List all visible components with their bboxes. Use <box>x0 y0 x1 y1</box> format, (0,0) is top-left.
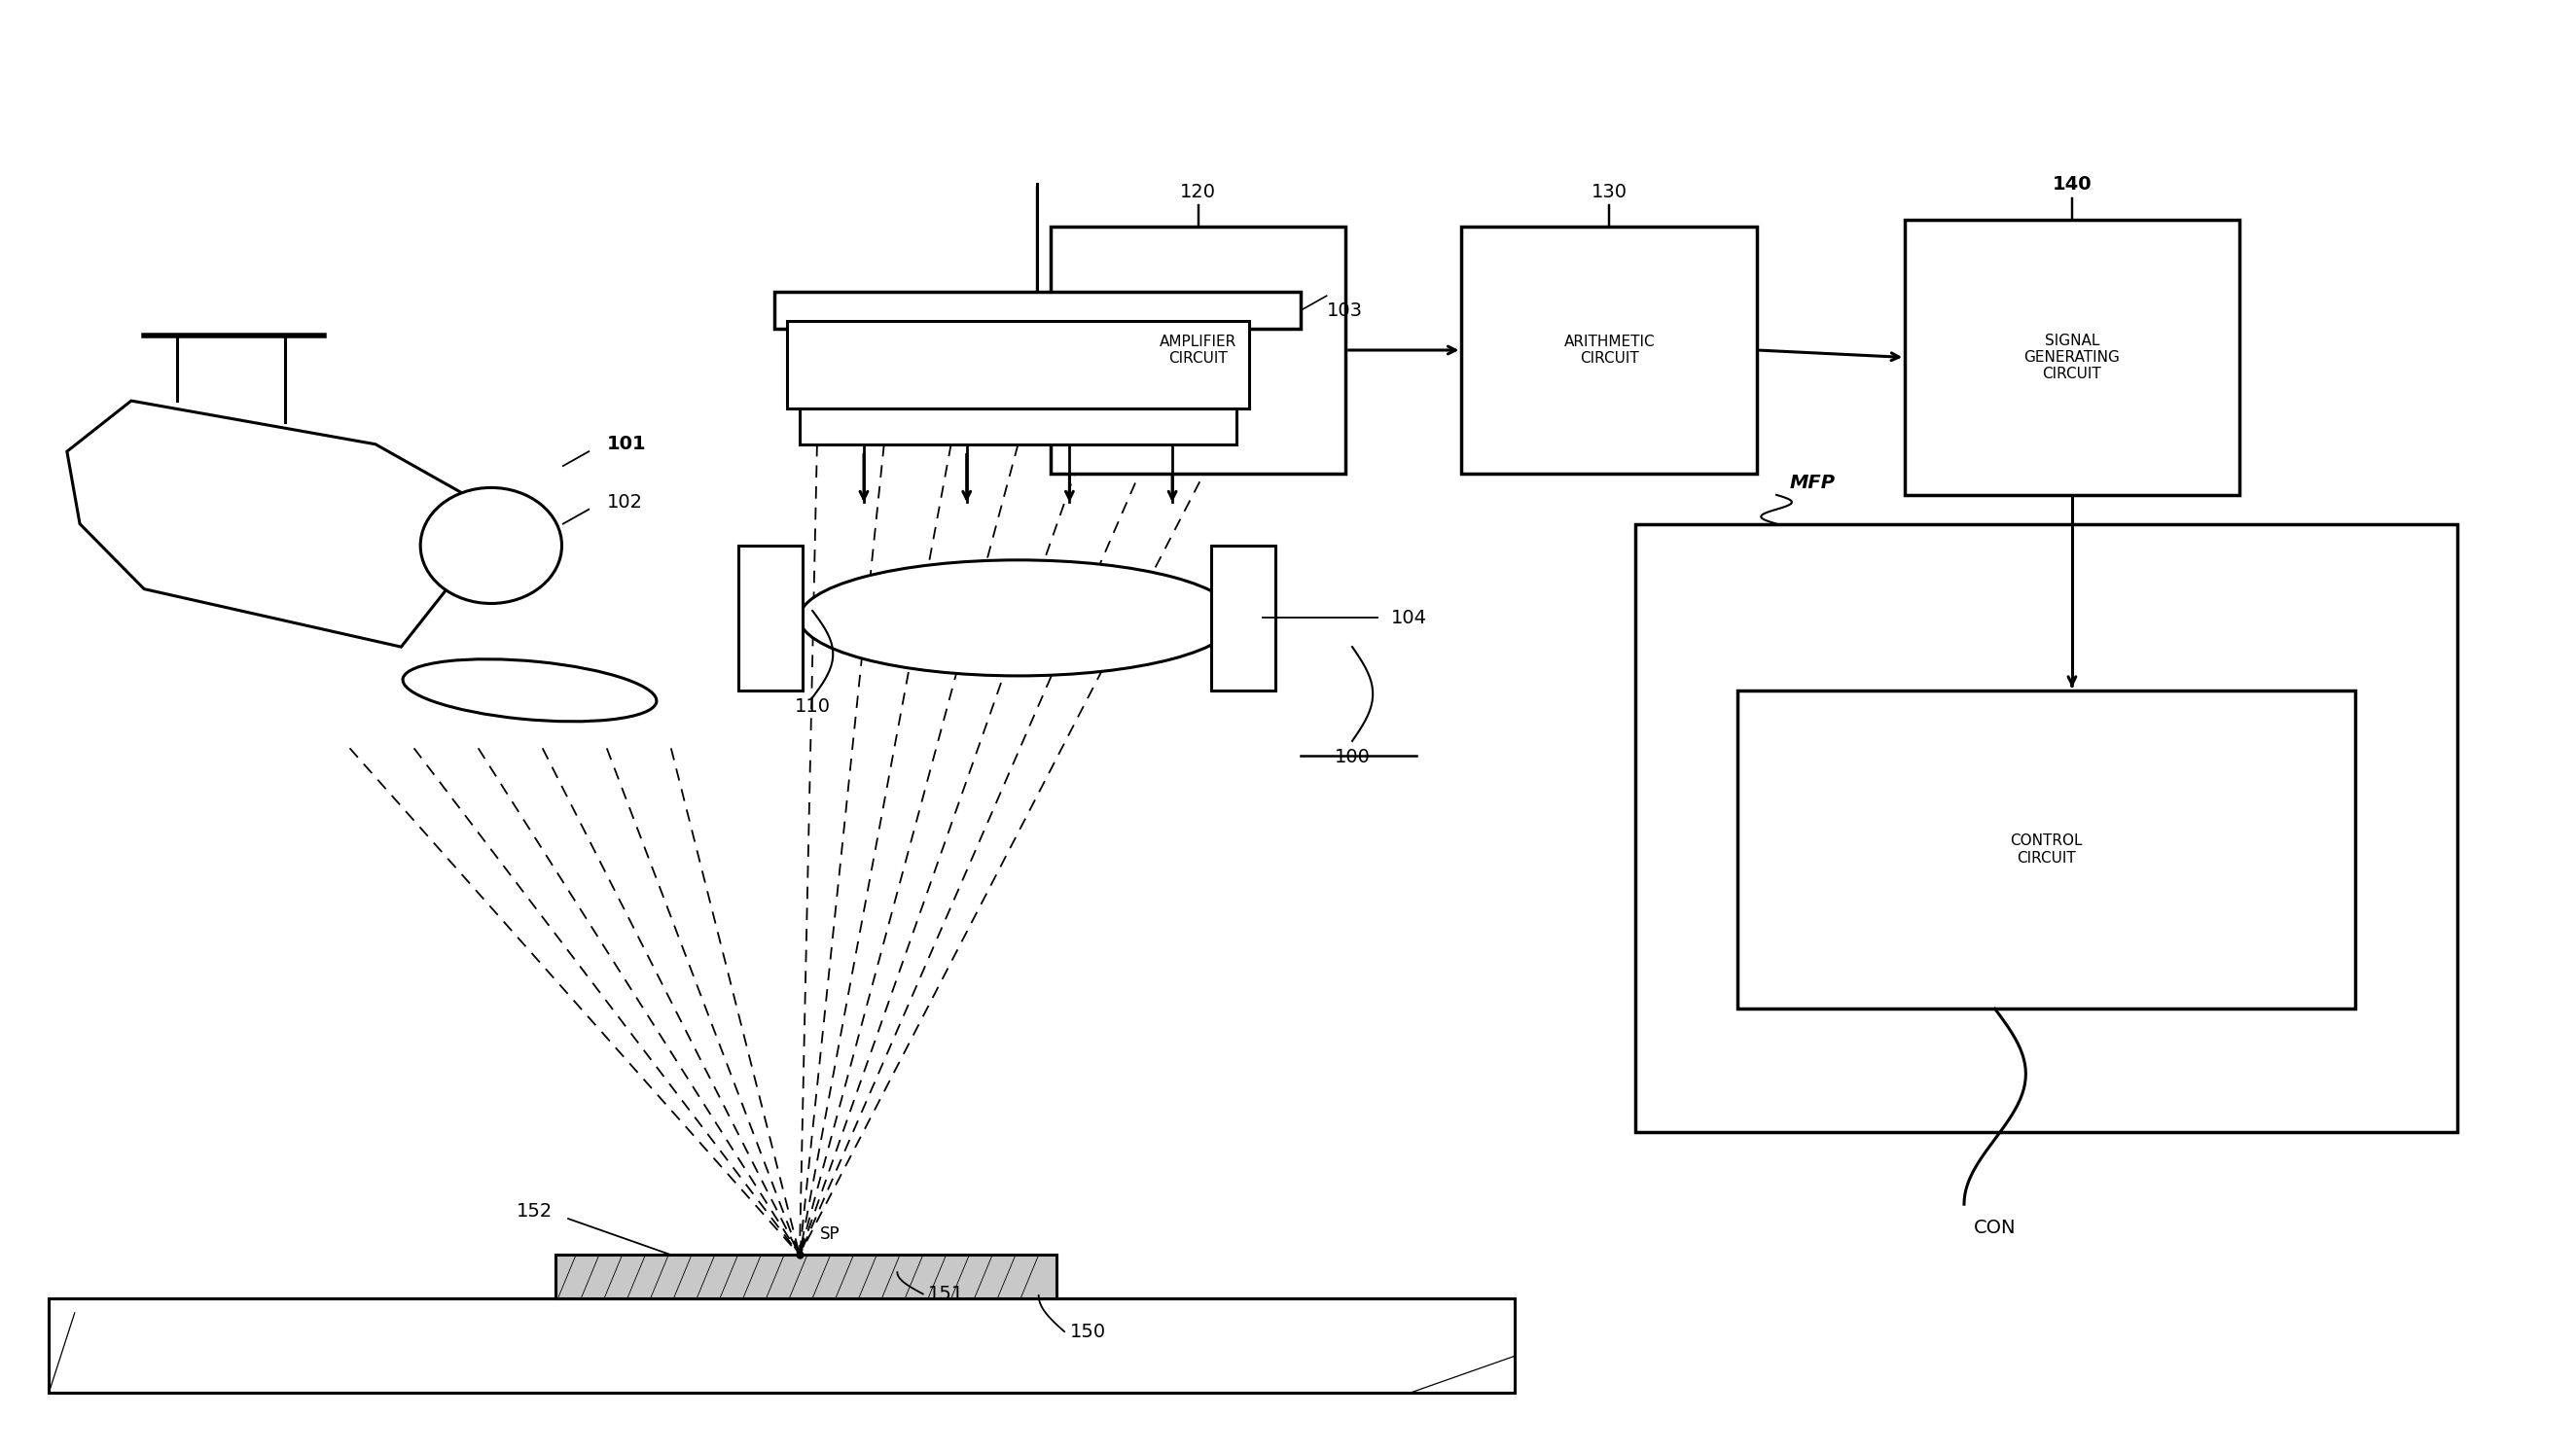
Bar <box>49 1299 1515 1392</box>
Text: 104: 104 <box>1391 609 1427 628</box>
Ellipse shape <box>402 660 657 722</box>
Text: 151: 151 <box>927 1284 963 1303</box>
Text: AMPLIFIER
CIRCUIT: AMPLIFIER CIRCUIT <box>1159 334 1236 366</box>
Polygon shape <box>67 401 479 647</box>
Bar <box>1739 690 2354 1008</box>
Text: 102: 102 <box>608 493 644 511</box>
Bar <box>556 1255 1056 1299</box>
Bar <box>1904 219 2239 495</box>
Text: 150: 150 <box>1069 1322 1105 1341</box>
Text: MFP: MFP <box>1790 474 1834 493</box>
Text: 101: 101 <box>608 434 647 453</box>
Text: CON: CON <box>1973 1219 2017 1237</box>
Bar <box>1461 227 1757 474</box>
Text: 130: 130 <box>1592 183 1628 201</box>
Bar <box>49 1299 1515 1392</box>
Text: 140: 140 <box>2053 176 2092 193</box>
Text: 103: 103 <box>1327 301 1363 320</box>
Bar <box>799 408 1236 445</box>
Text: CONTROL
CIRCUIT: CONTROL CIRCUIT <box>2009 834 2081 866</box>
Text: 152: 152 <box>518 1202 554 1221</box>
FancyBboxPatch shape <box>737 545 801 690</box>
FancyBboxPatch shape <box>1211 545 1275 690</box>
Ellipse shape <box>799 559 1236 676</box>
Text: ARITHMETIC
CIRCUIT: ARITHMETIC CIRCUIT <box>1564 334 1654 366</box>
Bar <box>773 292 1301 328</box>
Ellipse shape <box>420 488 562 603</box>
Text: 110: 110 <box>793 697 829 716</box>
Bar <box>1051 227 1345 474</box>
Text: 100: 100 <box>1334 748 1370 767</box>
Text: SIGNAL
GENERATING
CIRCUIT: SIGNAL GENERATING CIRCUIT <box>2025 333 2120 382</box>
Text: SP: SP <box>819 1226 840 1244</box>
Bar <box>786 321 1249 408</box>
Text: 120: 120 <box>1180 183 1216 201</box>
Bar <box>1636 525 2458 1132</box>
